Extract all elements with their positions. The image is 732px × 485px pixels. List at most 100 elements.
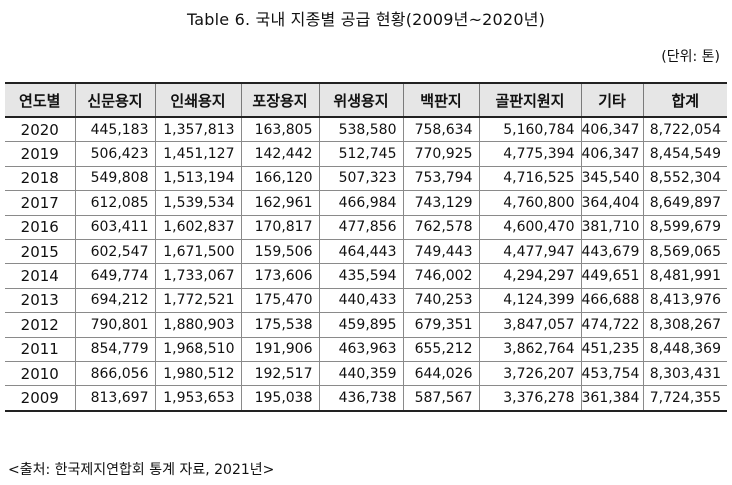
column-header: 연도별 xyxy=(5,82,75,118)
value-cell: 345,540 xyxy=(580,165,643,191)
value-cell: 5,160,784 xyxy=(478,117,581,142)
table-row: 2010 866,056 1,980,512 192,517 440,359 644,02… xyxy=(5,360,727,386)
value-cell: 8,649,897 xyxy=(642,190,727,216)
value-cell: 8,454,549 xyxy=(642,141,727,167)
year-cell: 2020 xyxy=(20,120,59,139)
year-cell: 2015 xyxy=(5,238,75,264)
value-cell: 1,980,512 xyxy=(154,360,241,386)
value-cell: 1,953,653 xyxy=(154,385,241,412)
value-cell: 4,600,470 xyxy=(478,214,581,240)
value-cell: 8,599,679 xyxy=(642,214,727,240)
value-cell: 8,722,054 xyxy=(642,117,727,142)
value-cell: 4,716,525 xyxy=(478,165,581,191)
value-cell: 4,124,399 xyxy=(478,287,581,313)
value-cell: 1,513,194 xyxy=(154,165,241,191)
value-cell: 443,679 xyxy=(580,238,643,264)
value-cell: 435,594 xyxy=(318,263,403,289)
value-cell: 440,433 xyxy=(318,287,403,313)
value-cell: 449,651 xyxy=(580,263,643,289)
value-cell: 477,856 xyxy=(318,214,403,240)
value-cell: 406,347 xyxy=(580,117,643,142)
value-cell: 8,303,431 xyxy=(642,360,727,386)
value-cell: 749,443 xyxy=(402,238,479,264)
table-row: 2015 602,547 1,671,500 159,506 464,443 749,44… xyxy=(5,238,727,264)
year-cell: 2012 xyxy=(5,312,75,338)
value-cell: 8,448,369 xyxy=(642,336,727,362)
year-cell: 2018 xyxy=(5,165,75,191)
value-cell: 506,423 xyxy=(74,141,155,167)
value-cell: 587,567 xyxy=(402,385,479,412)
value-cell: 3,726,207 xyxy=(478,360,581,386)
value-cell: 459,895 xyxy=(318,312,403,338)
value-cell: 753,794 xyxy=(402,165,479,191)
value-cell: 4,477,947 xyxy=(478,238,581,264)
value-cell: 381,710 xyxy=(580,214,643,240)
value-cell: 644,026 xyxy=(402,360,479,386)
table-row: 2016 603,411 1,602,837 170,817 477,856 762,57… xyxy=(5,214,727,240)
page-title: Table 6. 국내 지종별 공급 현황(2009년~2020년) xyxy=(186,10,546,29)
value-cell: 790,801 xyxy=(74,312,155,338)
value-cell: 762,578 xyxy=(402,214,479,240)
value-cell: 445,183 xyxy=(74,117,155,142)
column-header: 신문용지 xyxy=(74,82,155,118)
value-cell: 1,357,813 xyxy=(154,117,241,142)
column-header: 위생용지 xyxy=(318,82,403,118)
value-cell: 854,779 xyxy=(74,336,155,362)
value-cell: 3,862,764 xyxy=(478,336,581,362)
value-cell: 440,359 xyxy=(318,360,403,386)
year-cell: 2019 xyxy=(5,141,75,167)
value-cell: 361,384 xyxy=(580,385,643,412)
value-cell: 159,506 xyxy=(240,238,319,264)
value-cell: 192,517 xyxy=(240,360,319,386)
column-header: 기타 xyxy=(580,82,643,118)
table-row: 2012 790,801 1,880,903 175,538 459,895 679,35… xyxy=(5,312,727,338)
value-cell: 8,569,065 xyxy=(642,238,727,264)
value-cell: 1,602,837 xyxy=(154,214,241,240)
value-cell: 1,880,903 xyxy=(154,312,241,338)
value-cell: 1,968,510 xyxy=(154,336,241,362)
value-cell: 694,212 xyxy=(74,287,155,313)
value-cell: 602,547 xyxy=(74,238,155,264)
table-row: 2011 854,779 1,968,510 191,906 463,963 655,21… xyxy=(5,336,727,362)
table-row: 2014 649,774 1,733,067 173,606 435,594 746,00… xyxy=(5,263,727,289)
value-cell: 7,724,355 xyxy=(642,385,727,412)
value-cell: 175,538 xyxy=(240,312,319,338)
value-cell: 364,404 xyxy=(580,190,643,216)
value-cell: 1,772,521 xyxy=(154,287,241,313)
table-header-row: 연도별 신문용지 인쇄용지 포장용지 위생용지 백판지 골판지원지 기타 합계 xyxy=(5,82,727,118)
value-cell: 466,984 xyxy=(318,190,403,216)
value-cell: 770,925 xyxy=(402,141,479,167)
value-cell: 746,002 xyxy=(402,263,479,289)
value-cell: 3,847,057 xyxy=(478,312,581,338)
value-cell: 679,351 xyxy=(402,312,479,338)
column-header: 백판지 xyxy=(402,82,479,118)
value-cell: 8,308,267 xyxy=(642,312,727,338)
value-cell: 8,413,976 xyxy=(642,287,727,313)
year-cell: 2017 xyxy=(5,190,75,216)
value-cell: 166,120 xyxy=(240,165,319,191)
value-cell: 758,634 xyxy=(402,117,479,142)
value-cell: 743,129 xyxy=(402,190,479,216)
value-cell: 466,688 xyxy=(580,287,643,313)
value-cell: 195,038 xyxy=(240,385,319,412)
table-row: 2018 549,808 1,513,194 166,120 507,323 753,79… xyxy=(5,165,727,191)
value-cell: 4,760,800 xyxy=(478,190,581,216)
year-cell: 2014 xyxy=(5,263,75,289)
year-cell: 2010 xyxy=(5,360,75,386)
value-cell: 1,451,127 xyxy=(154,141,241,167)
value-cell: 464,443 xyxy=(318,238,403,264)
value-cell: 436,738 xyxy=(318,385,403,412)
value-cell: 4,775,394 xyxy=(478,141,581,167)
year-cell: 2016 xyxy=(5,214,75,240)
value-cell: 655,212 xyxy=(402,336,479,362)
value-cell: 8,481,991 xyxy=(642,263,727,289)
value-cell: 813,697 xyxy=(74,385,155,412)
value-cell: 1,671,500 xyxy=(154,238,241,264)
value-cell: 463,963 xyxy=(318,336,403,362)
value-cell: 142,442 xyxy=(240,141,319,167)
value-cell: 1,733,067 xyxy=(154,263,241,289)
value-cell: 406,347 xyxy=(580,141,643,167)
value-cell: 740,253 xyxy=(402,287,479,313)
table-row: 2017 612,085 1,539,534 162,961 466,984 743,12… xyxy=(5,190,727,216)
table-row: 2013 694,212 1,772,521 175,470 440,433 740,25… xyxy=(5,287,727,313)
